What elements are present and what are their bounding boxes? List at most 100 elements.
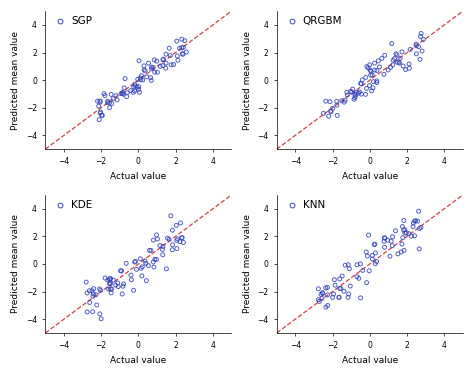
Point bbox=[369, 252, 376, 258]
Point bbox=[365, 65, 372, 71]
Point bbox=[150, 57, 158, 63]
Point bbox=[399, 223, 406, 229]
Point bbox=[120, 85, 128, 91]
Point bbox=[104, 98, 111, 104]
Point bbox=[140, 63, 148, 69]
Point bbox=[131, 88, 138, 94]
Point bbox=[363, 280, 371, 286]
Point bbox=[380, 238, 388, 244]
Point bbox=[174, 236, 182, 242]
Point bbox=[94, 98, 101, 104]
Point bbox=[96, 286, 103, 292]
Point bbox=[108, 91, 115, 97]
Point bbox=[169, 247, 176, 253]
Point bbox=[401, 227, 409, 233]
Point bbox=[381, 235, 388, 241]
Point bbox=[104, 277, 111, 283]
Point bbox=[412, 41, 420, 47]
Point bbox=[398, 241, 406, 247]
Point bbox=[179, 50, 186, 56]
Point bbox=[118, 91, 126, 97]
Point bbox=[334, 112, 341, 118]
Point bbox=[100, 91, 108, 97]
Point bbox=[356, 261, 364, 267]
Point bbox=[400, 217, 408, 223]
Point bbox=[327, 109, 335, 115]
Point bbox=[136, 89, 143, 95]
Point bbox=[178, 235, 185, 241]
Point bbox=[408, 233, 415, 239]
Point bbox=[351, 91, 359, 97]
Point bbox=[148, 64, 155, 70]
Point bbox=[374, 58, 382, 64]
Point bbox=[369, 256, 376, 262]
Point bbox=[137, 73, 145, 79]
Point bbox=[106, 281, 113, 287]
Point bbox=[366, 62, 374, 68]
Point bbox=[137, 75, 144, 81]
X-axis label: Actual value: Actual value bbox=[342, 172, 398, 181]
Point bbox=[83, 309, 91, 315]
Point bbox=[340, 99, 348, 105]
Point bbox=[174, 57, 182, 63]
Point bbox=[138, 264, 146, 270]
Point bbox=[362, 74, 370, 80]
Point bbox=[319, 291, 327, 297]
Point bbox=[137, 265, 145, 271]
Point bbox=[180, 44, 187, 50]
Point bbox=[114, 280, 121, 286]
Point bbox=[148, 66, 155, 72]
Point bbox=[322, 285, 329, 291]
Point bbox=[122, 260, 130, 266]
Point bbox=[108, 290, 115, 296]
Point bbox=[391, 56, 398, 62]
Point bbox=[121, 76, 129, 82]
Point bbox=[90, 286, 98, 292]
Point bbox=[141, 258, 149, 264]
Point bbox=[392, 228, 399, 234]
Point bbox=[335, 294, 343, 300]
Point bbox=[83, 290, 91, 296]
Point bbox=[371, 241, 379, 247]
Point bbox=[412, 218, 419, 224]
Point bbox=[373, 78, 381, 84]
Point bbox=[159, 252, 166, 258]
Point bbox=[315, 297, 322, 303]
Point bbox=[182, 49, 190, 55]
Point bbox=[410, 220, 417, 226]
Point bbox=[395, 59, 403, 65]
Point bbox=[364, 253, 371, 259]
Point bbox=[348, 89, 356, 95]
Text: QRGBM: QRGBM bbox=[303, 16, 342, 26]
Point bbox=[88, 288, 96, 294]
Text: KDE: KDE bbox=[71, 200, 92, 209]
Point bbox=[108, 286, 115, 292]
Point bbox=[135, 86, 142, 92]
Point bbox=[330, 277, 338, 283]
Point bbox=[366, 83, 374, 89]
Point bbox=[173, 246, 181, 252]
Point bbox=[119, 89, 127, 96]
Point bbox=[156, 243, 164, 249]
Point bbox=[381, 244, 388, 250]
Point bbox=[159, 57, 167, 63]
Point bbox=[138, 273, 146, 279]
Point bbox=[106, 277, 113, 283]
Point bbox=[165, 237, 173, 243]
Point bbox=[343, 89, 351, 95]
Point bbox=[120, 281, 128, 287]
Point bbox=[140, 67, 148, 73]
Point bbox=[393, 59, 401, 65]
Point bbox=[344, 294, 352, 300]
Point bbox=[353, 262, 361, 268]
Point bbox=[173, 238, 181, 244]
Point bbox=[365, 232, 373, 238]
Point bbox=[137, 77, 145, 83]
Point bbox=[416, 226, 423, 232]
Point bbox=[107, 276, 114, 282]
Point bbox=[412, 51, 420, 57]
Point bbox=[143, 74, 151, 80]
Text: KNN: KNN bbox=[303, 200, 325, 209]
Point bbox=[179, 52, 187, 58]
Point bbox=[395, 60, 403, 66]
